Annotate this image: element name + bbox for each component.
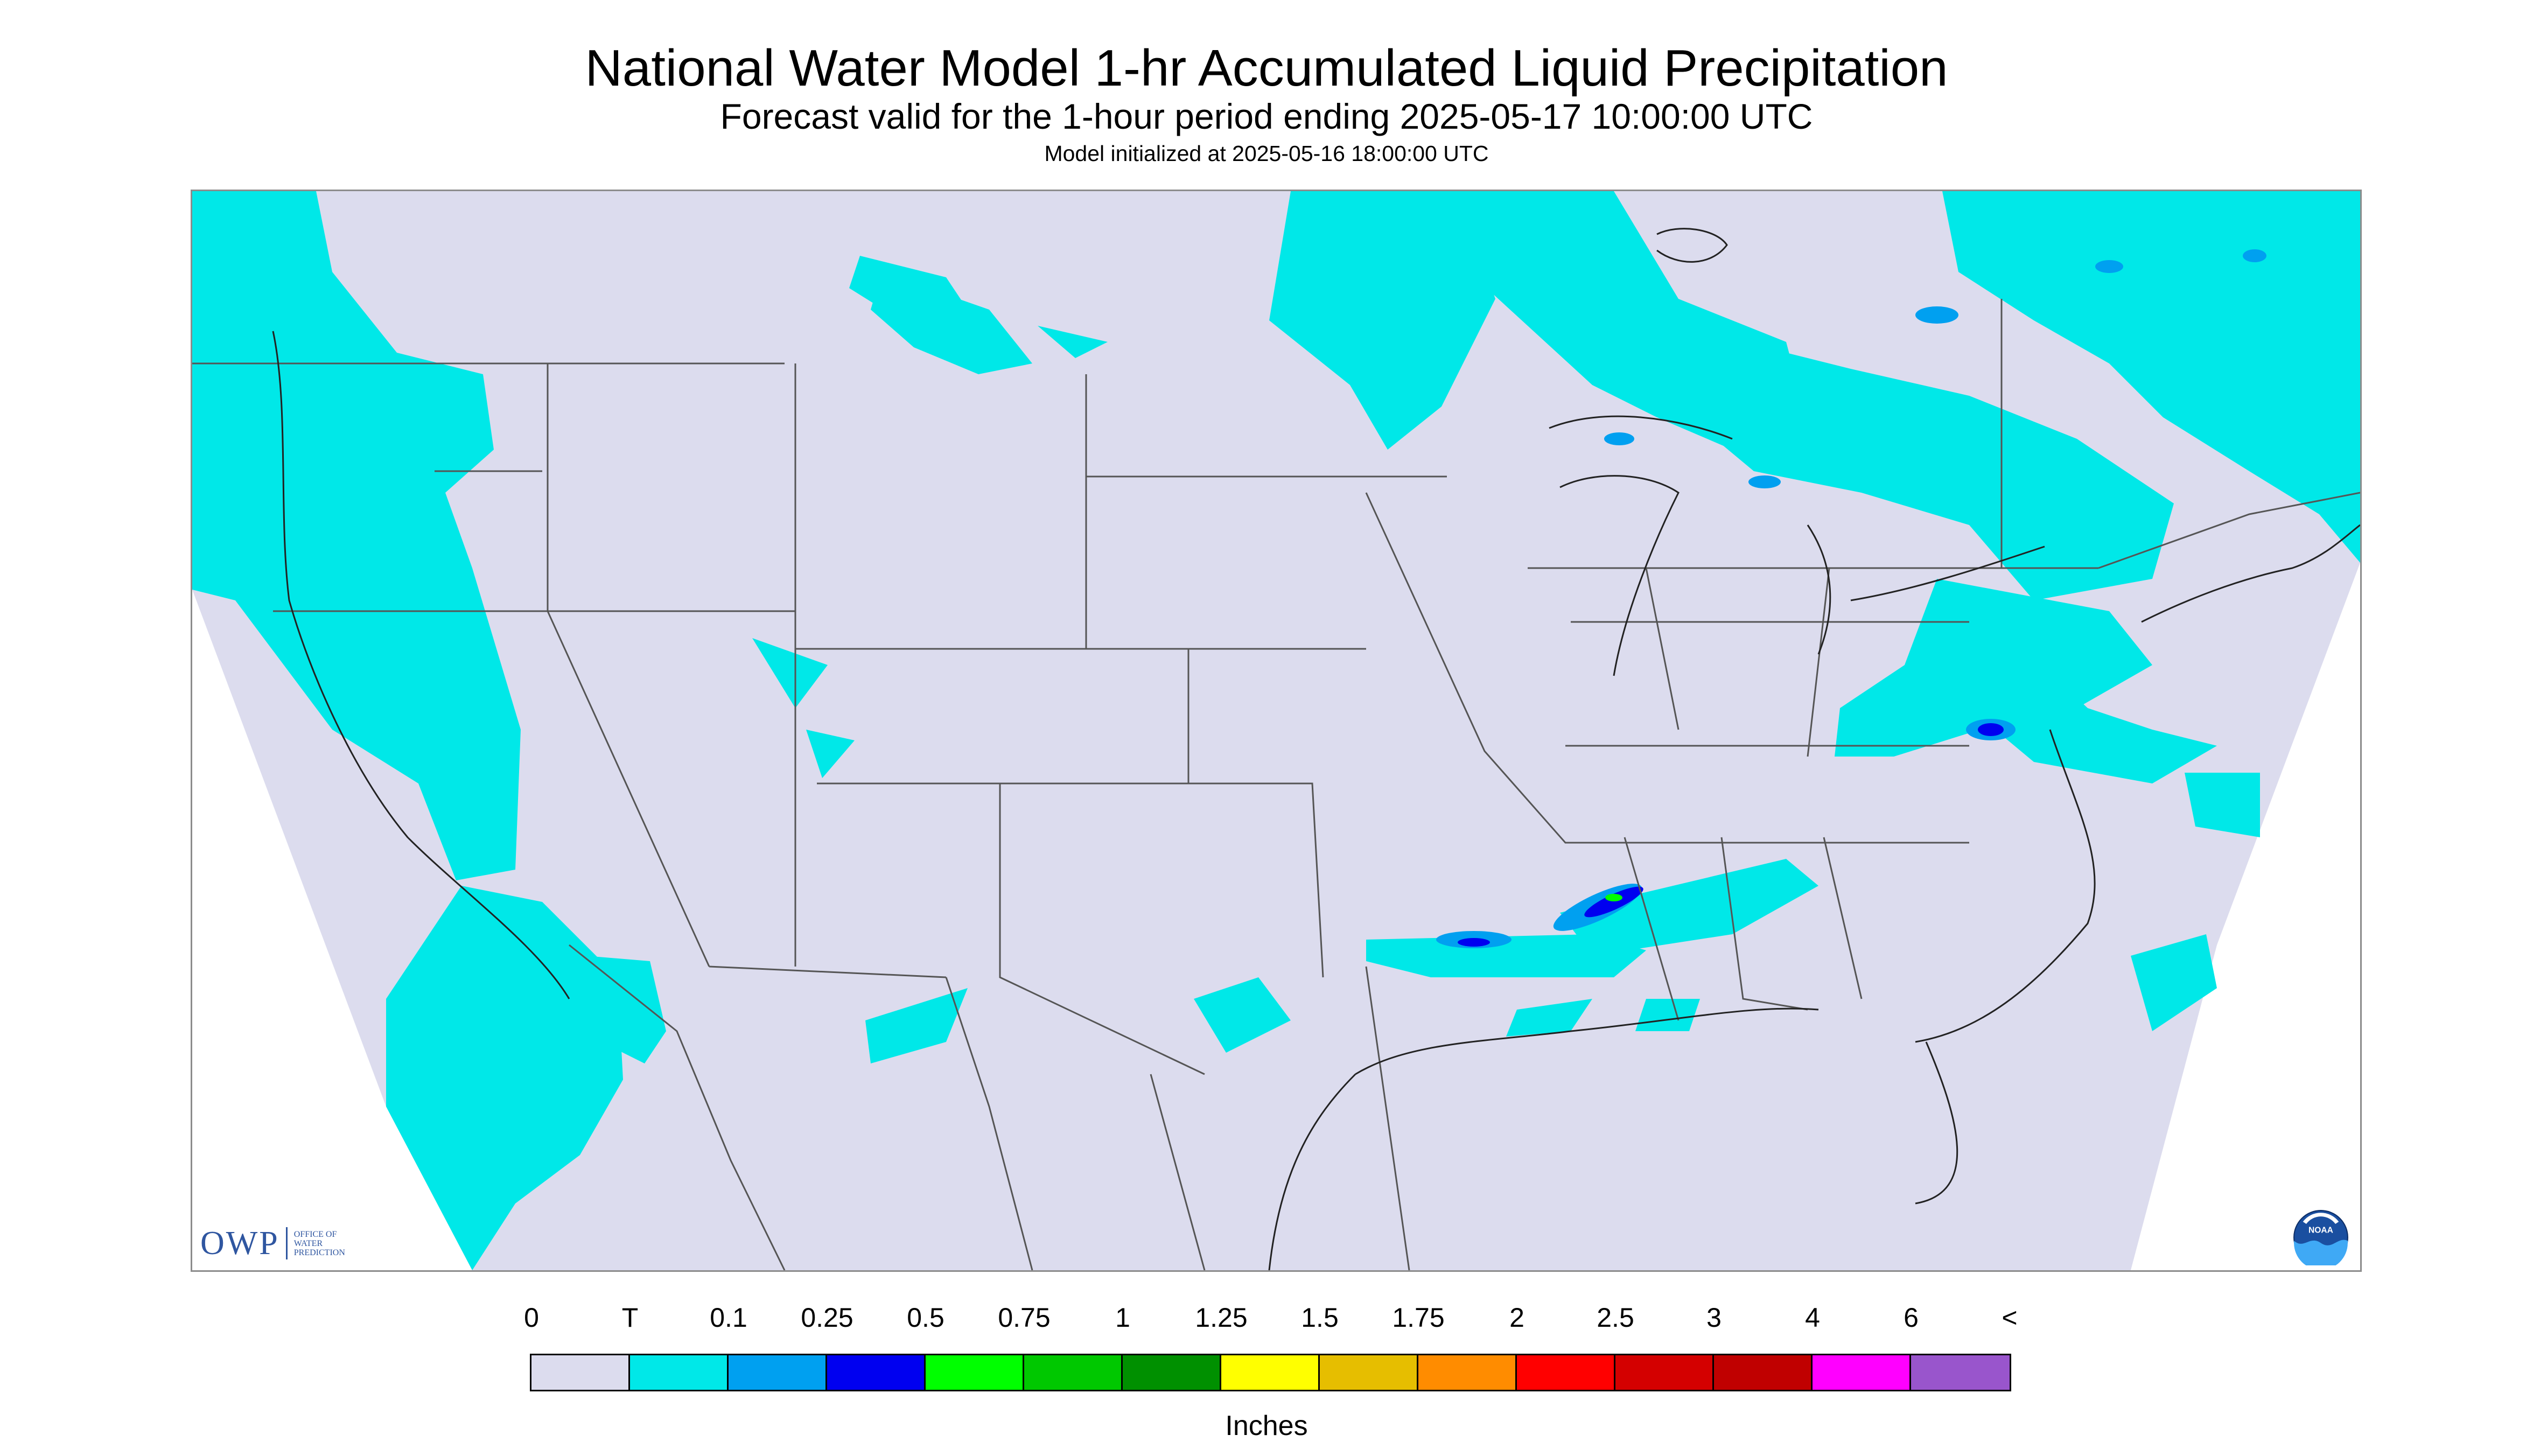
legend-tick-label: < xyxy=(2002,1303,2018,1333)
legend-swatch xyxy=(1517,1355,1615,1390)
legend-tick-label: 0.75 xyxy=(998,1303,1051,1333)
legend-tick-label: 3 xyxy=(1706,1303,1722,1333)
legend-tick-label: 1.25 xyxy=(1195,1303,1248,1333)
precip-heavy xyxy=(1605,894,1622,901)
legend-tick-label: 0.5 xyxy=(907,1303,944,1333)
legend-swatch xyxy=(926,1355,1024,1390)
legend-tick-label: 0.1 xyxy=(710,1303,747,1333)
legend-tick-label: 6 xyxy=(1904,1303,1919,1333)
owp-logo-divider xyxy=(285,1227,288,1259)
map-title: National Water Model 1-hr Accumulated Li… xyxy=(585,39,1948,97)
legend-tick-label: 2.5 xyxy=(1597,1303,1634,1333)
state-boundaries xyxy=(192,299,2360,1270)
legend-swatch xyxy=(1418,1355,1517,1390)
map-subtitle: Forecast valid for the 1-hour period end… xyxy=(720,96,1813,136)
legend-colorbar xyxy=(530,1354,2011,1391)
legend-tick-label: 0.25 xyxy=(801,1303,853,1333)
legend-swatch xyxy=(1714,1355,1813,1390)
legend-swatch xyxy=(531,1355,630,1390)
legend-swatch xyxy=(1221,1355,1320,1390)
legend-tick-label: 2 xyxy=(1509,1303,1524,1333)
legend-swatch xyxy=(1320,1355,1418,1390)
owp-logo: OWP OFFICE OF WATER PREDICTION xyxy=(200,1224,345,1262)
model-init-note: Model initialized at 2025-05-16 18:00:00… xyxy=(1044,141,1489,166)
legend-labels: 0 T 0.1 0.25 0.5 0.75 1 1.25 1.5 1.75 2 2.5 3 4 6 < xyxy=(0,1302,2533,1340)
svg-text:NOAA: NOAA xyxy=(2308,1226,2333,1235)
owp-logo-text: OFFICE OF WATER PREDICTION xyxy=(293,1229,345,1257)
legend-swatch xyxy=(1024,1355,1123,1390)
legend-swatch xyxy=(729,1355,827,1390)
legend-swatch xyxy=(1123,1355,1221,1390)
legend-swatch xyxy=(1615,1355,1714,1390)
owp-logo-mark: OWP xyxy=(200,1224,279,1262)
noaa-logo: NOAA xyxy=(2293,1210,2348,1265)
legend-tick-label: 0 xyxy=(524,1303,539,1333)
legend-swatch xyxy=(1813,1355,1911,1390)
legend-swatch xyxy=(827,1355,926,1390)
map-svg xyxy=(192,191,2360,1270)
legend-swatch xyxy=(630,1355,729,1390)
legend-tick-label: 1 xyxy=(1115,1303,1130,1333)
precip-moderate xyxy=(1458,723,2004,947)
precipitation-map[interactable] xyxy=(191,190,2362,1272)
legend-swatch xyxy=(1911,1355,2010,1390)
legend-tick-label: 4 xyxy=(1805,1303,1820,1333)
legend-tick-label: 1.75 xyxy=(1392,1303,1445,1333)
legend-tick-label: T xyxy=(621,1303,639,1333)
legend-units: Inches xyxy=(1225,1410,1308,1441)
legend-tick-label: 1.5 xyxy=(1301,1303,1339,1333)
coastlines xyxy=(272,228,2360,1270)
